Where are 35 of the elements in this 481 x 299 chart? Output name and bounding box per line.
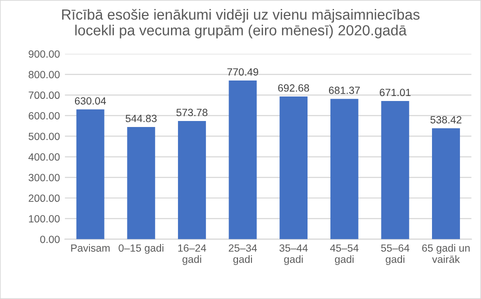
data-label: 770.49 [227,68,258,76]
y-tick-label: 900.00 [28,50,60,58]
x-tick-label: 45–54 gadi [330,244,359,265]
y-tick-label: 600.00 [28,112,60,120]
data-label: 692.68 [278,84,310,92]
y-tick-label: 100.00 [29,215,60,222]
data-label: 544.83 [126,114,157,122]
x-tick-label: 35–44 gadi [279,244,308,265]
bar [330,98,358,240]
y-tick-label: 800.00 [28,70,60,78]
data-label: 538.42 [430,116,462,124]
data-label: 630.04 [74,97,106,105]
bar [76,109,104,240]
bar [127,126,156,240]
data-label: 681.37 [328,86,360,94]
data-label: 573.78 [176,108,208,116]
y-tick-label: 700.00 [28,92,60,99]
chart-title: Rīcībā esošie ienākumi vidēji uz vienu mājsaimniecības locekli pa vecuma grupām (eiro mēnesī) 2020.gadā [62,8,420,38]
x-tick-label: Pavisam [71,244,110,252]
y-tick-label: 0.00 [40,236,60,244]
y-tick-label: 200.00 [28,194,60,202]
x-tick-label: 0–15 gadi [118,244,164,254]
bar [381,100,410,240]
bar [280,96,308,240]
x-tick-label: 25–34 gadi [228,244,257,265]
y-tick-label: 400.00 [28,153,60,161]
x-tick-label: 65 gadi un vairāk [422,244,470,263]
x-tick-label: 16–24 gadi [178,244,206,265]
data-label: 671.01 [380,88,411,96]
bar [432,128,460,240]
x-tick-label: 55–64 gadi [381,244,410,265]
bar [228,80,257,240]
y-tick-label: 300.00 [28,174,60,182]
y-tick-label: 500.00 [28,132,60,140]
bar [178,121,206,240]
